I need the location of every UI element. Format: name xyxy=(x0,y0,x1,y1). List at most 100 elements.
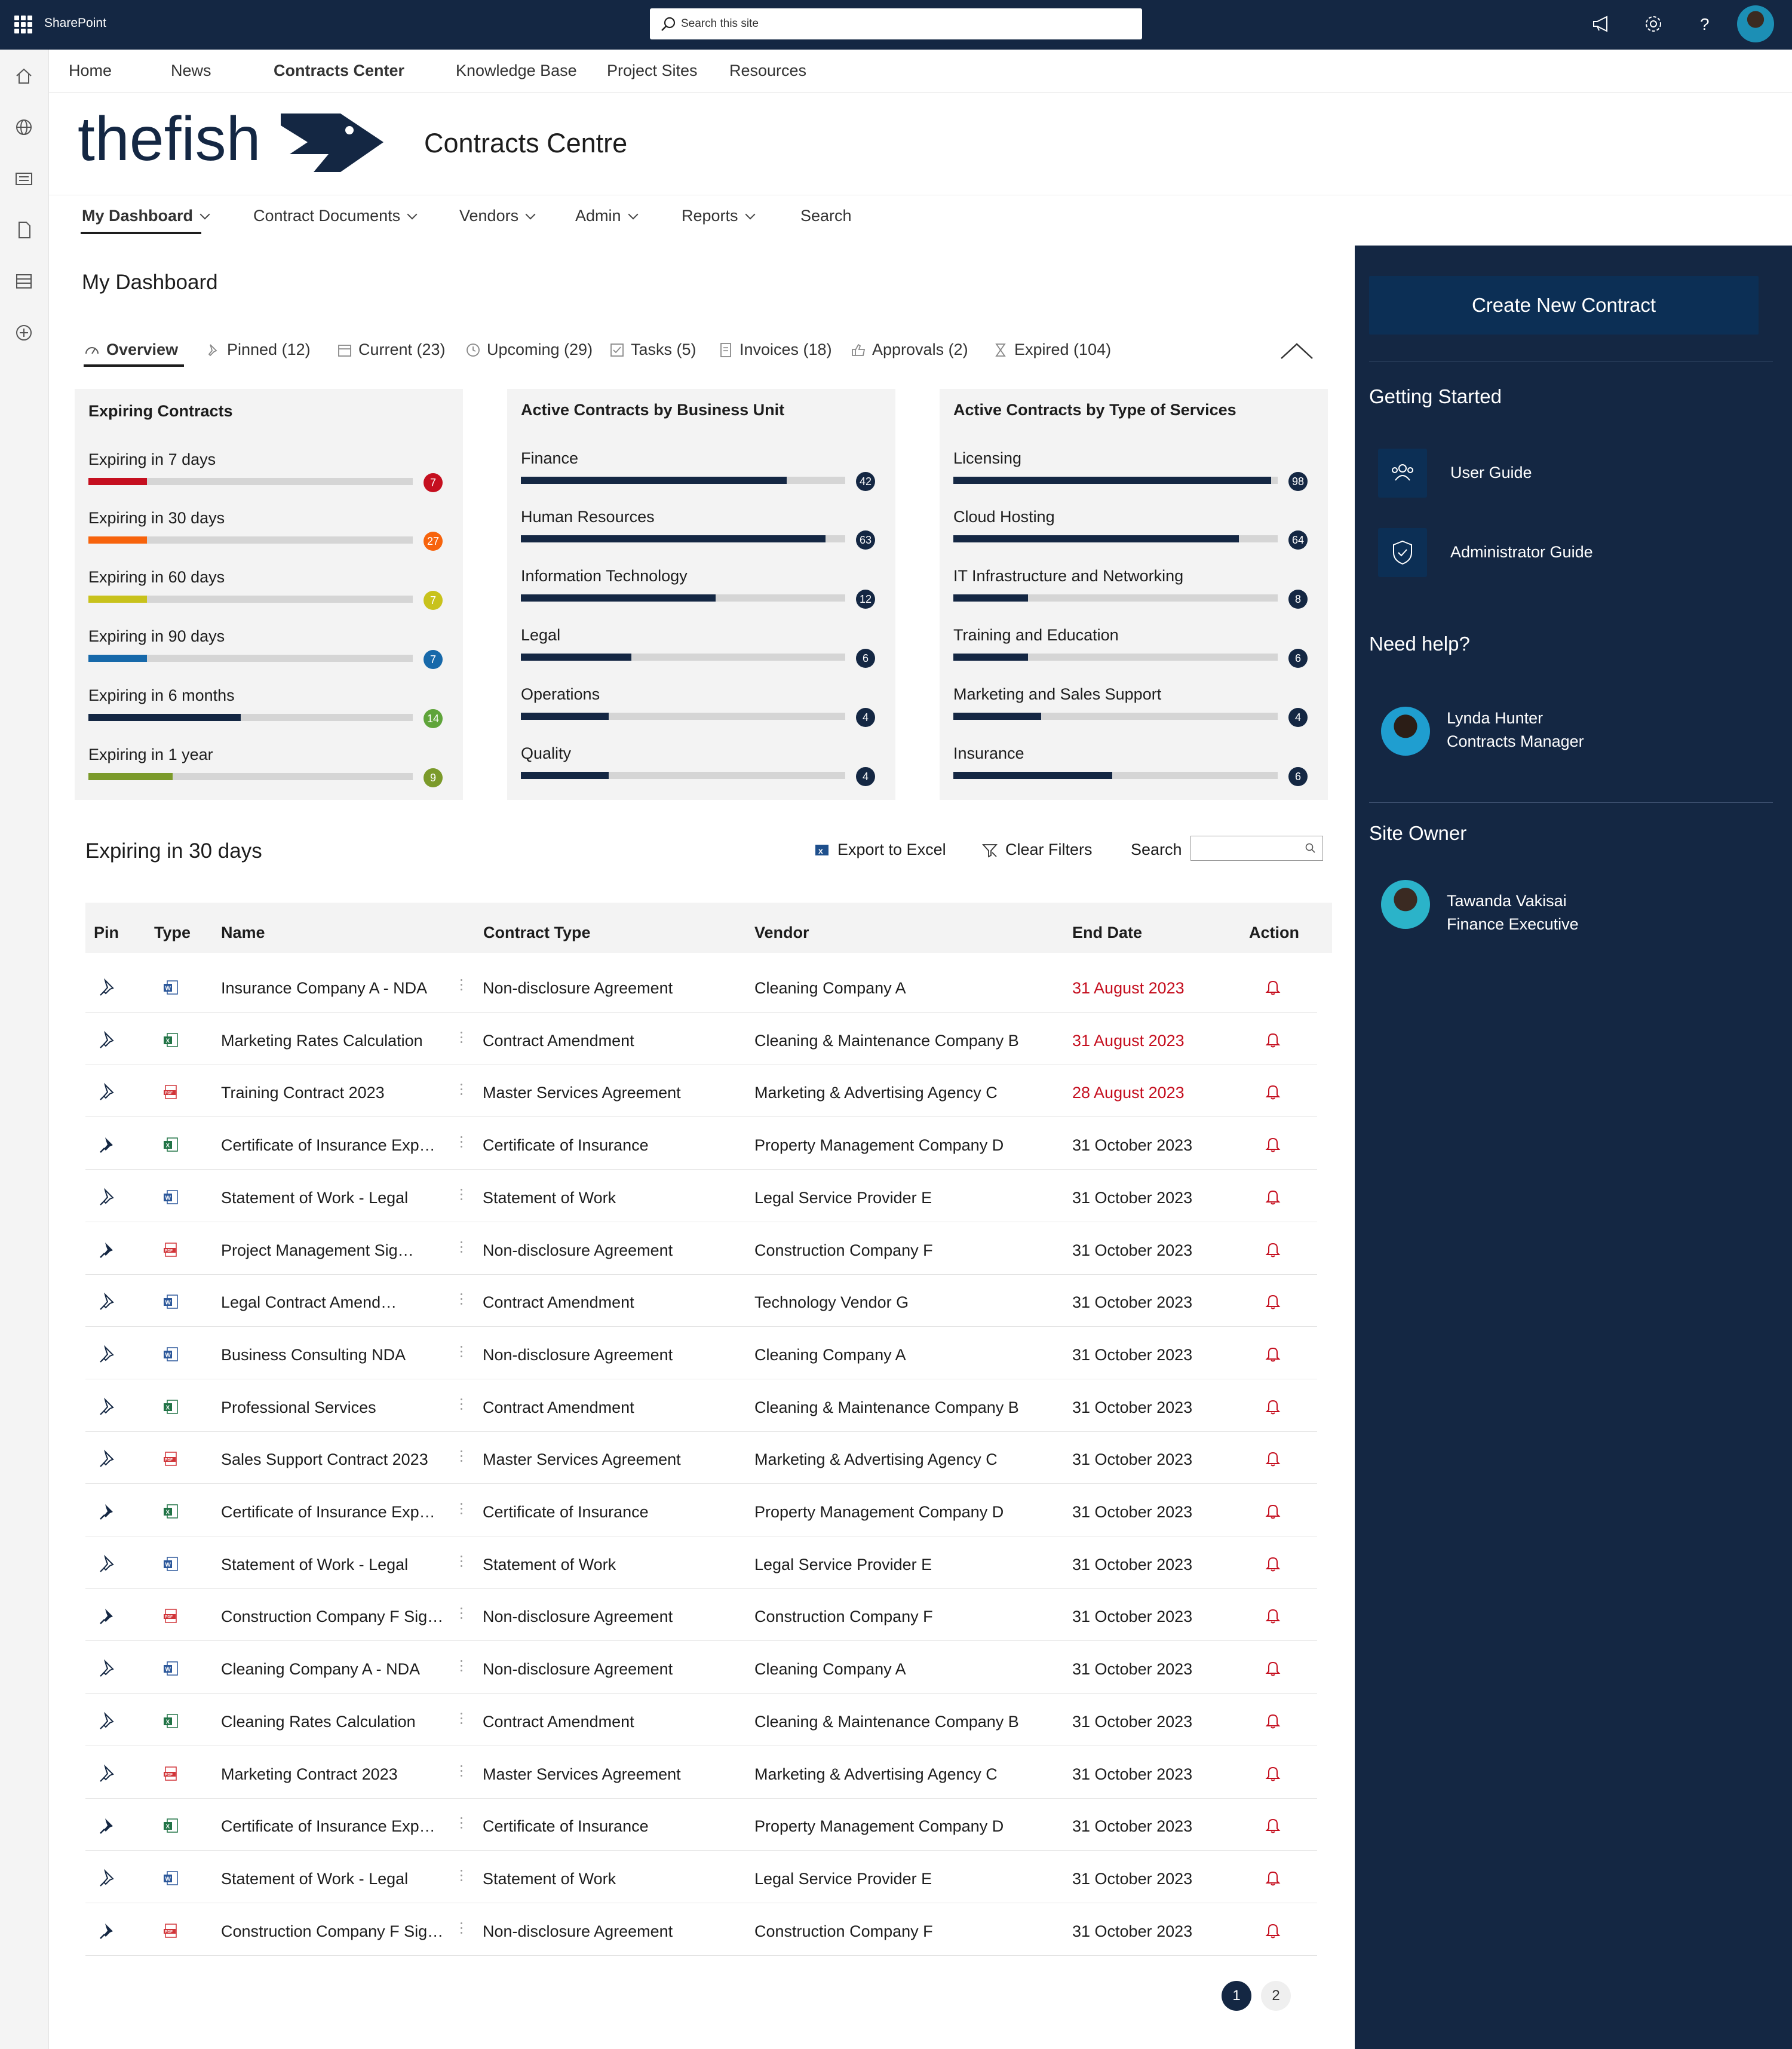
contract-name[interactable]: Training Contract 2023 xyxy=(221,1084,385,1102)
table-row[interactable]: X Marketing Rates Calculation Contract Ame… xyxy=(85,1013,1317,1065)
reminder-button[interactable] xyxy=(1264,1135,1282,1156)
contract-name[interactable]: Legal Contract Amend… xyxy=(221,1293,397,1312)
subnav-vendors[interactable]: Vendors xyxy=(459,207,536,225)
tab-tasks[interactable]: Tasks (5) xyxy=(609,341,696,359)
help-person[interactable]: Lynda Hunter Contracts Manager xyxy=(1447,707,1584,753)
contract-name[interactable]: Certificate of Insurance Exp… xyxy=(221,1136,435,1155)
contract-name[interactable]: Cleaning Company A - NDA xyxy=(221,1660,421,1679)
pin-toggle[interactable] xyxy=(97,1135,118,1158)
subnav-admin[interactable]: Admin xyxy=(575,207,639,225)
reminder-button[interactable] xyxy=(1264,978,1282,999)
subnav-search[interactable]: Search xyxy=(800,207,852,225)
subnav-my-dashboard[interactable]: My Dashboard xyxy=(82,207,210,225)
contract-name[interactable]: Certificate of Insurance Exp… xyxy=(221,1817,435,1836)
pin-toggle[interactable] xyxy=(97,1764,118,1787)
more-options-icon[interactable] xyxy=(461,1188,463,1203)
pin-toggle[interactable] xyxy=(97,1292,118,1315)
contract-name[interactable]: Statement of Work - Legal xyxy=(221,1555,409,1573)
header-contract-type[interactable]: Contract Type xyxy=(483,924,591,941)
bar-row[interactable]: Insurance 6 xyxy=(953,744,1312,786)
nav-contracts-center[interactable]: Contracts Center xyxy=(274,62,405,79)
table-row[interactable]: W Cleaning Company A - NDA Non-disclosure … xyxy=(85,1641,1317,1694)
gear-icon[interactable] xyxy=(1641,12,1665,36)
reminder-button[interactable] xyxy=(1264,1449,1282,1470)
more-options-icon[interactable] xyxy=(461,1817,463,1832)
site-owner-person[interactable]: Tawanda Vakisai Finance Executive xyxy=(1447,889,1579,936)
more-options-icon[interactable] xyxy=(461,1712,463,1727)
bar-row[interactable]: Quality 4 xyxy=(521,744,879,786)
bar-row[interactable]: Legal 6 xyxy=(521,626,879,668)
nav-home[interactable]: Home xyxy=(69,62,112,79)
tab-current[interactable]: Current (23) xyxy=(337,341,446,359)
owner-avatar[interactable] xyxy=(1381,880,1430,929)
pin-toggle[interactable] xyxy=(97,1030,118,1054)
reminder-button[interactable] xyxy=(1264,1240,1282,1261)
tab-approvals[interactable]: Approvals (2) xyxy=(851,341,968,359)
home-icon[interactable] xyxy=(13,65,35,87)
table-row[interactable]: X Professional Services Contract Amendment… xyxy=(85,1379,1317,1432)
bar-row[interactable]: Training and Education 6 xyxy=(953,626,1312,668)
reminder-button[interactable] xyxy=(1264,1606,1282,1627)
contract-name[interactable]: Business Consulting NDA xyxy=(221,1345,406,1364)
bar-row[interactable]: Marketing and Sales Support 4 xyxy=(953,685,1312,727)
chevron-up-icon[interactable] xyxy=(1280,342,1314,361)
reminder-button[interactable] xyxy=(1264,1502,1282,1523)
contract-name[interactable]: Insurance Company A - NDA xyxy=(221,979,428,997)
more-options-icon[interactable] xyxy=(461,1084,463,1098)
bar-row[interactable]: Expiring in 30 days 27 xyxy=(88,509,447,551)
contract-name[interactable]: Sales Support Contract 2023 xyxy=(221,1450,428,1469)
app-name[interactable]: SharePoint xyxy=(44,16,106,30)
more-options-icon[interactable] xyxy=(461,1031,463,1046)
contract-name[interactable]: Project Management Sig… xyxy=(221,1241,414,1259)
more-options-icon[interactable] xyxy=(461,1345,463,1360)
reminder-button[interactable] xyxy=(1264,1869,1282,1890)
pin-toggle[interactable] xyxy=(97,1869,118,1892)
header-action[interactable]: Action xyxy=(1249,924,1299,941)
contract-name[interactable]: Statement of Work - Legal xyxy=(221,1188,409,1207)
more-options-icon[interactable] xyxy=(461,1660,463,1674)
bar-row[interactable]: Expiring in 1 year 9 xyxy=(88,746,447,787)
pin-toggle[interactable] xyxy=(97,1711,118,1735)
more-options-icon[interactable] xyxy=(461,1503,463,1517)
more-options-icon[interactable] xyxy=(461,1450,463,1465)
reminder-button[interactable] xyxy=(1264,1082,1282,1103)
more-options-icon[interactable] xyxy=(461,1922,463,1937)
table-row[interactable]: PDF Sales Support Contract 2023 Master Ser… xyxy=(85,1431,1317,1484)
more-options-icon[interactable] xyxy=(461,979,463,993)
megaphone-icon[interactable] xyxy=(1590,12,1614,36)
pin-toggle[interactable] xyxy=(97,1606,118,1630)
reminder-button[interactable] xyxy=(1264,1292,1282,1313)
table-row[interactable]: W Insurance Company A - NDA Non-disclosure… xyxy=(85,960,1317,1013)
pin-toggle[interactable] xyxy=(97,1816,118,1839)
contract-name[interactable]: Professional Services xyxy=(221,1398,376,1416)
tab-invoices[interactable]: Invoices (18) xyxy=(718,341,832,359)
contract-name[interactable]: Cleaning Rates Calculation xyxy=(221,1712,416,1731)
export-to-excel-button[interactable]: x Export to Excel xyxy=(814,841,946,859)
header-vendor[interactable]: Vendor xyxy=(754,924,809,941)
site-logo[interactable]: thefish xyxy=(78,108,388,179)
header-type[interactable]: Type xyxy=(154,924,191,941)
subnav-reports[interactable]: Reports xyxy=(682,207,756,225)
tab-overview[interactable]: Overview xyxy=(84,341,178,359)
bar-row[interactable]: IT Infrastructure and Networking 8 xyxy=(953,567,1312,609)
page-2-button[interactable]: 2 xyxy=(1261,1981,1291,2011)
reminder-button[interactable] xyxy=(1264,1816,1282,1837)
table-row[interactable]: X Certificate of Insurance Exp… Certificat… xyxy=(85,1484,1317,1536)
bar-row[interactable]: Human Resources 63 xyxy=(521,508,879,550)
pin-toggle[interactable] xyxy=(97,1502,118,1525)
table-row[interactable]: PDF Training Contract 2023 Master Services… xyxy=(85,1065,1317,1118)
reminder-button[interactable] xyxy=(1264,1711,1282,1732)
more-options-icon[interactable] xyxy=(461,1136,463,1151)
reminder-button[interactable] xyxy=(1264,1921,1282,1942)
contract-name[interactable]: Statement of Work - Legal xyxy=(221,1869,409,1888)
table-row[interactable]: X Cleaning Rates Calculation Contract Amen… xyxy=(85,1694,1317,1746)
table-row[interactable]: W Statement of Work - Legal Statement of W… xyxy=(85,1851,1317,1903)
pin-toggle[interactable] xyxy=(97,978,118,1001)
more-options-icon[interactable] xyxy=(461,1608,463,1622)
document-icon[interactable] xyxy=(13,219,35,241)
nav-resources[interactable]: Resources xyxy=(729,62,807,79)
admin-guide-icon-box[interactable] xyxy=(1378,528,1427,577)
clear-filters-button[interactable]: Clear Filters xyxy=(981,841,1093,859)
user-guide-icon-box[interactable] xyxy=(1378,449,1427,498)
bar-row[interactable]: Operations 4 xyxy=(521,685,879,727)
